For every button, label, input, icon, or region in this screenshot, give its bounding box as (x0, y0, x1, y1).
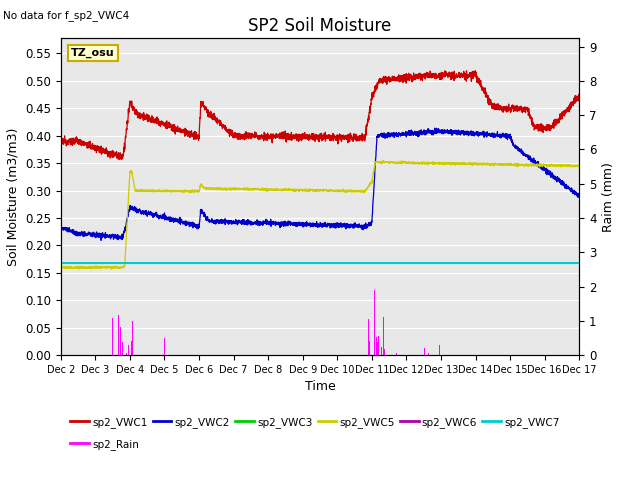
Title: SP2 Soil Moisture: SP2 Soil Moisture (248, 17, 392, 36)
Y-axis label: Soil Moisture (m3/m3): Soil Moisture (m3/m3) (6, 128, 20, 266)
Text: No data for f_sp2_VWC4: No data for f_sp2_VWC4 (3, 11, 129, 22)
Text: TZ_osu: TZ_osu (71, 48, 115, 58)
Y-axis label: Raim (mm): Raim (mm) (602, 162, 615, 232)
X-axis label: Time: Time (305, 381, 335, 394)
Legend: sp2_Rain: sp2_Rain (66, 435, 143, 454)
